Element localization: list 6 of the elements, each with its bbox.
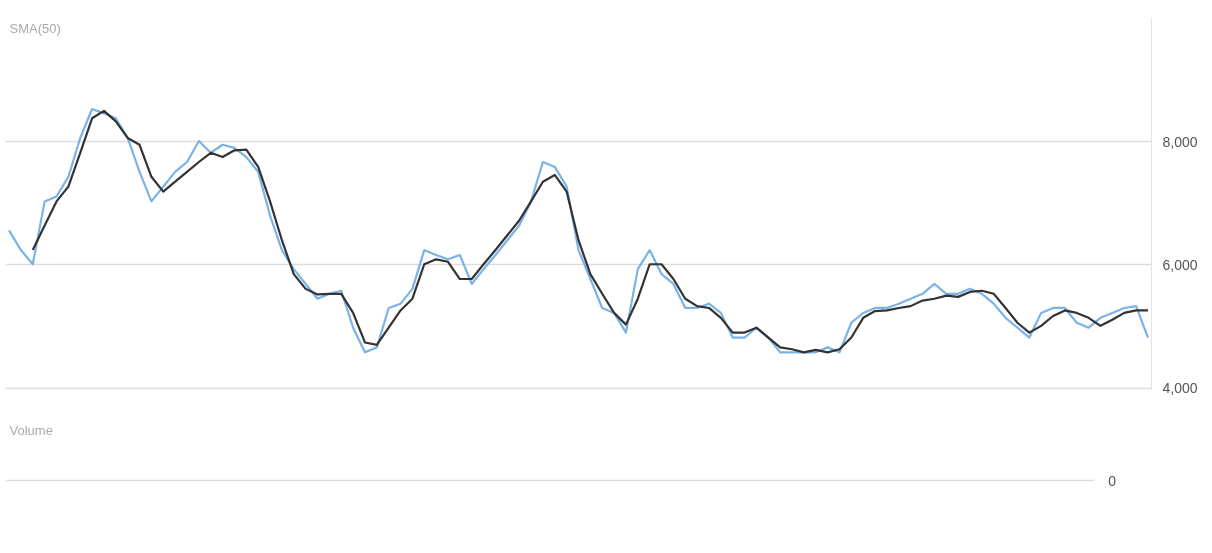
text: 0 [1108, 472, 1117, 489]
y-tick-label: 8,000 [1162, 133, 1198, 150]
y-tick-label: 6,000 [1162, 256, 1198, 273]
text: Volume [9, 422, 53, 438]
y-tick-label: 4,000 [1162, 380, 1198, 397]
text: SMA(50) [9, 20, 61, 36]
